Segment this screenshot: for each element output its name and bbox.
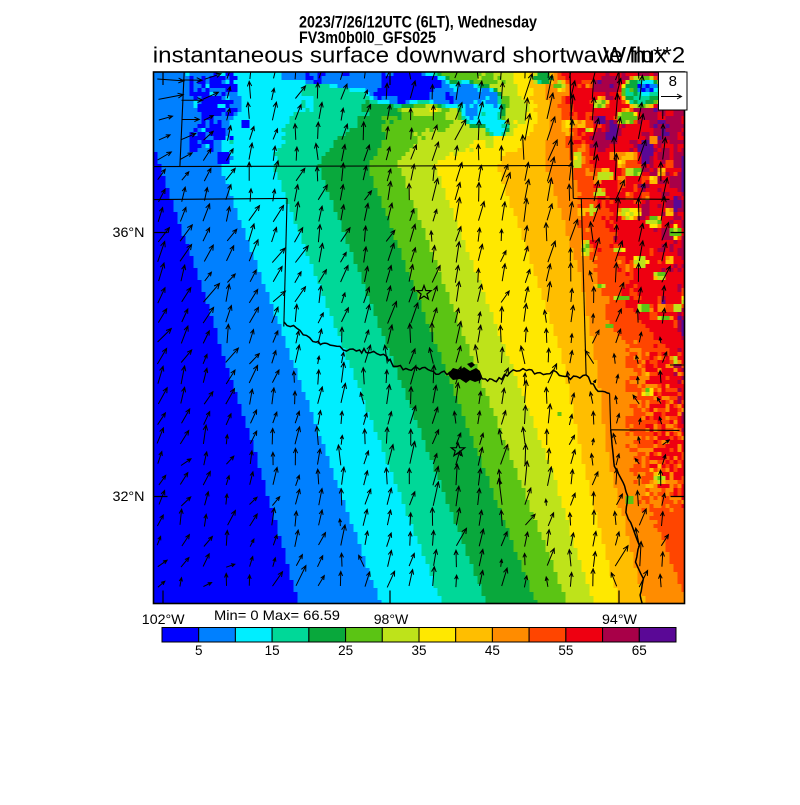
svg-text:8: 8 bbox=[669, 73, 677, 90]
svg-text:FV3m0b0l0_GFS025: FV3m0b0l0_GFS025 bbox=[299, 28, 436, 47]
svg-text:2023/7/26/12UTC (6LT), Wednesd: 2023/7/26/12UTC (6LT), Wednesday bbox=[299, 12, 537, 31]
svg-text:45: 45 bbox=[485, 643, 500, 658]
svg-text:35: 35 bbox=[411, 643, 426, 658]
svg-text:Min= 0 Max= 66.59: Min= 0 Max= 66.59 bbox=[214, 607, 340, 623]
svg-text:98°W: 98°W bbox=[374, 611, 409, 627]
svg-text:36°N: 36°N bbox=[113, 224, 145, 240]
svg-text:5: 5 bbox=[195, 643, 203, 658]
svg-text:65: 65 bbox=[632, 643, 647, 658]
svg-text:W/m**2: W/m**2 bbox=[603, 43, 685, 68]
svg-text:102°W: 102°W bbox=[142, 611, 186, 627]
svg-text:94°W: 94°W bbox=[602, 611, 638, 627]
svg-text:instantaneous surface downward: instantaneous surface downward shortwave… bbox=[153, 43, 667, 68]
svg-text:25: 25 bbox=[338, 643, 353, 658]
svg-text:15: 15 bbox=[265, 643, 280, 658]
svg-text:55: 55 bbox=[558, 643, 573, 658]
svg-text:32°N: 32°N bbox=[113, 488, 145, 504]
